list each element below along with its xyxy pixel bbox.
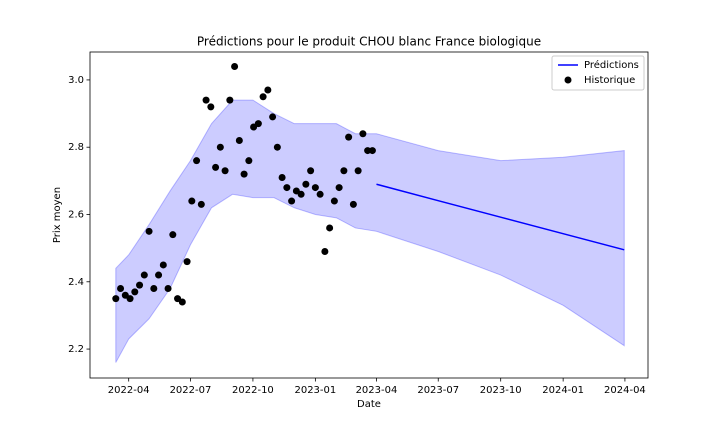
y-axis-label: Prix moyen	[52, 187, 63, 243]
data-point	[330, 197, 338, 205]
data-point	[145, 227, 153, 235]
y-tick-label: 2.8	[68, 142, 84, 153]
data-point	[212, 163, 220, 171]
x-tick-label: 2024-04	[604, 385, 646, 396]
x-axis-label: Date	[357, 399, 381, 410]
data-point	[368, 147, 376, 155]
chart-title: Prédictions pour le produit CHOU blanc F…	[197, 35, 541, 49]
data-point	[178, 298, 186, 306]
x-tick-label: 2023-10	[480, 385, 522, 396]
data-point	[316, 190, 324, 198]
x-tick-label: 2022-10	[232, 385, 274, 396]
data-point	[164, 285, 172, 293]
data-point	[269, 113, 277, 121]
data-point	[117, 285, 125, 293]
data-point	[321, 248, 329, 256]
data-point	[264, 86, 272, 94]
y-tick-label: 2.2	[68, 344, 84, 355]
data-point	[159, 261, 167, 269]
data-point	[259, 93, 267, 101]
data-point	[112, 295, 120, 303]
data-point	[273, 143, 281, 151]
prediction-line	[376, 183, 625, 251]
x-tick-label: 2024-01	[542, 385, 584, 396]
data-point	[150, 285, 158, 293]
data-point	[216, 143, 224, 151]
x-tick-label: 2022-04	[108, 385, 150, 396]
data-point	[302, 180, 310, 188]
data-point	[359, 130, 367, 138]
data-point	[169, 231, 177, 239]
plot-frame	[89, 51, 649, 379]
data-point	[226, 96, 234, 104]
data-point	[354, 167, 362, 175]
data-point	[197, 200, 205, 208]
data-point	[131, 288, 139, 296]
y-tick-label: 2.4	[68, 277, 84, 288]
data-point	[155, 271, 163, 279]
data-point	[349, 200, 357, 208]
data-point	[231, 62, 239, 70]
data-point	[140, 271, 148, 279]
data-point	[245, 157, 253, 165]
data-point	[207, 103, 215, 111]
y-tick-label: 2.6	[68, 209, 84, 220]
data-point	[340, 167, 348, 175]
data-point	[202, 96, 210, 104]
x-tick-label: 2023-07	[417, 385, 459, 396]
data-point	[345, 133, 353, 141]
legend-marker	[564, 76, 572, 84]
data-point	[326, 224, 334, 232]
data-point	[254, 120, 262, 128]
data-point	[297, 190, 305, 198]
data-point	[136, 281, 144, 289]
data-point	[126, 295, 134, 303]
legend: Prédictions Historique	[551, 55, 645, 91]
data-point	[193, 157, 201, 165]
data-point	[188, 197, 196, 205]
data-point	[235, 136, 243, 144]
data-point	[283, 184, 291, 192]
data-point	[240, 170, 248, 178]
legend-label: Prédictions	[584, 59, 639, 71]
data-point	[183, 258, 191, 266]
data-point	[335, 184, 343, 192]
x-tick-label: 2023-04	[356, 385, 398, 396]
y-tick-label: 3.0	[68, 75, 84, 86]
data-point	[288, 197, 296, 205]
data-point	[221, 167, 229, 175]
data-point	[278, 173, 286, 181]
legend-label: Historique	[584, 75, 635, 86]
data-point	[307, 167, 315, 175]
x-tick-label: 2022-07	[170, 385, 212, 396]
x-tick-label: 2023-01	[294, 385, 336, 396]
data-point	[311, 184, 319, 192]
